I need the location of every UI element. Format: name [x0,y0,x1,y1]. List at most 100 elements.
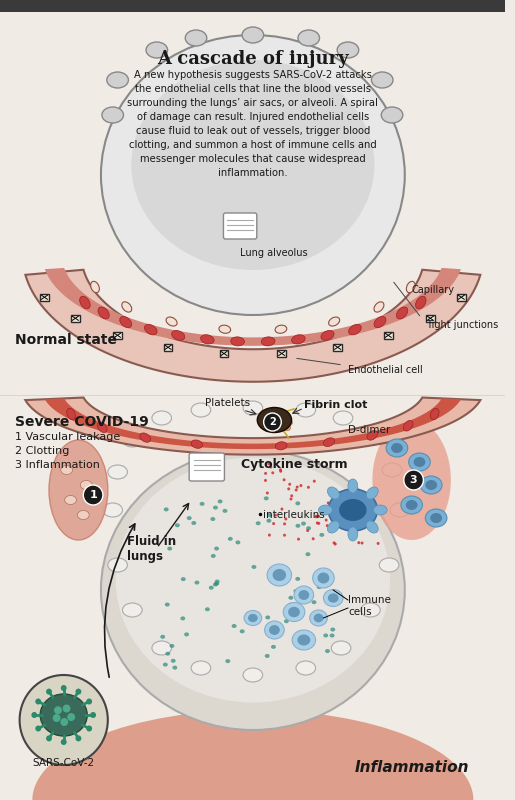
Ellipse shape [284,518,287,521]
Ellipse shape [180,616,185,620]
Polygon shape [45,268,461,346]
Ellipse shape [380,558,399,572]
Ellipse shape [292,630,316,650]
Ellipse shape [409,453,430,471]
Circle shape [63,705,71,713]
Ellipse shape [256,522,261,526]
Ellipse shape [371,72,393,88]
Text: Immune
cells: Immune cells [348,595,391,617]
Ellipse shape [298,590,309,600]
Text: Platelets: Platelets [205,398,250,408]
FancyBboxPatch shape [219,350,229,357]
Ellipse shape [420,476,442,494]
Ellipse shape [315,515,318,518]
Ellipse shape [101,35,405,315]
Ellipse shape [288,596,294,600]
Ellipse shape [312,538,315,540]
Ellipse shape [265,654,270,658]
Ellipse shape [328,521,339,533]
FancyBboxPatch shape [333,344,342,351]
Ellipse shape [288,602,293,606]
Ellipse shape [67,408,75,420]
Ellipse shape [310,610,328,626]
Ellipse shape [269,625,280,635]
Circle shape [61,685,66,691]
Ellipse shape [348,479,358,493]
Ellipse shape [323,590,343,606]
Ellipse shape [140,433,150,442]
Ellipse shape [167,546,172,550]
Ellipse shape [219,325,231,334]
Ellipse shape [317,585,322,589]
Ellipse shape [232,624,236,628]
Ellipse shape [195,581,199,585]
Ellipse shape [288,482,291,486]
Circle shape [54,706,62,714]
Circle shape [46,735,52,742]
Ellipse shape [287,487,290,490]
Ellipse shape [430,513,442,523]
Ellipse shape [390,503,409,517]
Ellipse shape [91,282,99,293]
Ellipse shape [284,619,289,623]
Ellipse shape [299,484,302,487]
Ellipse shape [211,554,216,558]
Text: A new hypothesis suggests SARS-CoV-2 attacks
the endothelial cells that line the: A new hypothesis suggests SARS-CoV-2 att… [127,70,379,178]
Ellipse shape [301,522,306,526]
Ellipse shape [205,607,210,611]
Ellipse shape [264,426,272,432]
Ellipse shape [271,645,276,649]
Ellipse shape [348,527,358,541]
Text: 1: 1 [89,490,97,500]
Ellipse shape [289,498,293,501]
Circle shape [36,698,41,705]
Ellipse shape [213,582,218,586]
Ellipse shape [213,506,218,510]
Ellipse shape [267,462,270,466]
Ellipse shape [290,494,293,498]
Ellipse shape [260,421,267,427]
Ellipse shape [372,420,451,540]
Ellipse shape [425,480,437,490]
Ellipse shape [341,526,345,529]
Ellipse shape [228,537,233,541]
Ellipse shape [295,577,300,581]
Ellipse shape [325,512,328,515]
Ellipse shape [258,407,291,433]
Ellipse shape [152,411,171,425]
Ellipse shape [49,440,108,540]
FancyBboxPatch shape [384,332,392,339]
Ellipse shape [211,517,215,521]
Ellipse shape [214,546,219,550]
Ellipse shape [261,337,275,346]
FancyBboxPatch shape [0,0,505,12]
Ellipse shape [218,499,222,503]
Ellipse shape [325,649,330,653]
Text: Endothelial cell: Endothelial cell [348,365,423,375]
Ellipse shape [279,468,282,471]
Ellipse shape [431,408,439,420]
Ellipse shape [222,509,228,513]
Ellipse shape [80,481,92,490]
Ellipse shape [334,516,337,519]
Ellipse shape [368,510,370,513]
Ellipse shape [397,307,408,319]
Ellipse shape [173,666,177,670]
Ellipse shape [328,594,339,602]
Ellipse shape [339,499,367,521]
Ellipse shape [337,42,359,58]
Ellipse shape [40,694,87,736]
Ellipse shape [271,471,274,474]
Ellipse shape [312,600,316,604]
Ellipse shape [317,522,320,525]
Ellipse shape [305,552,311,556]
Ellipse shape [61,466,73,474]
Ellipse shape [391,443,403,453]
Ellipse shape [360,520,363,522]
Ellipse shape [123,433,142,447]
Ellipse shape [285,420,293,426]
Ellipse shape [360,603,380,617]
Ellipse shape [374,302,384,312]
Ellipse shape [283,534,286,537]
Ellipse shape [329,489,377,531]
